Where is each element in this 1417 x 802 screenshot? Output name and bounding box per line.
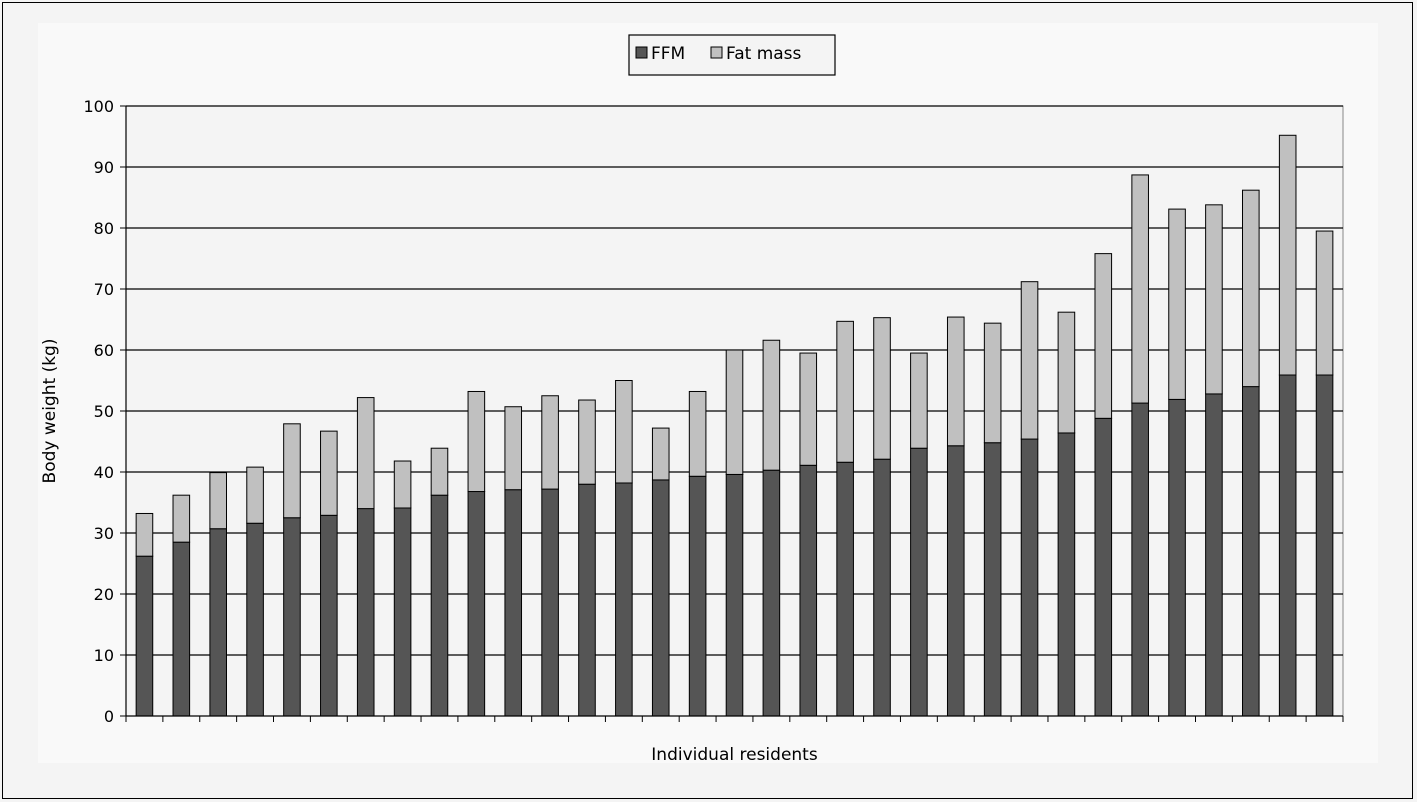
- bar-ffm: [1057, 432, 1076, 717]
- bar-fat-mass: [1205, 204, 1223, 395]
- bar-ffm: [1242, 386, 1260, 717]
- bar-fat-mass: [910, 352, 928, 449]
- bar-fat-mass: [430, 447, 449, 496]
- y-tick-labels: 0 10 20 30 40 50 60 70 80 90 100: [83, 97, 114, 726]
- bar-ffm: [135, 555, 154, 717]
- bar-ffm: [1131, 402, 1149, 717]
- bar-ffm: [172, 541, 191, 717]
- x-axis-label: Individual residents: [651, 745, 818, 765]
- bars: [135, 134, 1334, 717]
- bar-ffm: [651, 479, 670, 717]
- bar-fat-mass: [246, 466, 264, 524]
- legend-label-fat-mass: Fat mass: [726, 44, 802, 64]
- y-tick-label: 40: [94, 463, 114, 482]
- bar-fat-mass: [504, 406, 523, 491]
- bar-ffm: [356, 508, 375, 717]
- bar-ffm: [873, 458, 891, 717]
- y-tick-label: 30: [94, 524, 114, 543]
- bar-fat-mass: [1168, 208, 1186, 400]
- bar-fat-mass: [725, 349, 744, 475]
- bar-ffm: [910, 447, 928, 717]
- bar-ffm: [430, 494, 449, 717]
- bar-fat-mass: [320, 430, 338, 516]
- bar-fat-mass: [873, 317, 891, 460]
- bar-fat-mass: [135, 512, 154, 557]
- bar-fat-mass: [1131, 174, 1149, 404]
- bar-fat-mass: [172, 494, 191, 543]
- bar-ffm: [246, 522, 264, 717]
- bar-ffm: [1315, 374, 1334, 717]
- bar-fat-mass: [1315, 230, 1334, 376]
- y-tick-label: 100: [83, 97, 114, 116]
- y-tick-label: 10: [94, 646, 114, 665]
- bar-fat-mass: [983, 322, 1002, 444]
- bar-fat-mass: [1278, 134, 1297, 376]
- bar-ffm: [1205, 393, 1223, 717]
- y-tick-label: 20: [94, 585, 114, 604]
- y-tick-label: 60: [94, 341, 114, 360]
- bar-fat-mass: [1057, 311, 1076, 434]
- bar-ffm: [946, 445, 965, 717]
- bar-fat-mass: [762, 339, 781, 471]
- bar-ffm: [1020, 438, 1039, 717]
- bar-fat-mass: [393, 460, 412, 509]
- bar-ffm: [467, 491, 486, 717]
- bar-fat-mass: [467, 390, 486, 493]
- bar-ffm: [504, 489, 523, 717]
- y-tick-label: 0: [104, 707, 114, 726]
- bar-ffm: [688, 475, 707, 717]
- bar-fat-mass: [1242, 189, 1260, 388]
- bar-fat-mass: [946, 316, 965, 447]
- bar-fat-mass: [578, 399, 596, 485]
- bar-ffm: [393, 507, 412, 717]
- bar-fat-mass: [651, 427, 670, 481]
- bar-fat-mass: [836, 320, 854, 463]
- bar-ffm: [209, 528, 227, 717]
- bar-fat-mass: [1020, 281, 1039, 440]
- y-axis-label: Body weight (kg): [40, 339, 60, 484]
- bar-fat-mass: [283, 423, 301, 519]
- bar-ffm: [1168, 398, 1186, 717]
- legend: FFM Fat mass: [628, 34, 836, 76]
- bar-ffm: [1278, 374, 1297, 717]
- bar-ffm: [541, 488, 559, 717]
- bar-ffm: [836, 461, 854, 717]
- legend-label-ffm: FFM: [651, 44, 685, 64]
- bar-ffm: [320, 514, 338, 717]
- y-tick-label: 50: [94, 402, 114, 421]
- y-tick-label: 80: [94, 219, 114, 238]
- bar-ffm: [1094, 417, 1113, 717]
- bar-fat-mass: [356, 397, 375, 510]
- y-tick-label: 90: [94, 158, 114, 177]
- bar-ffm: [578, 483, 596, 717]
- bar-ffm: [615, 482, 633, 717]
- bar-ffm: [762, 469, 781, 717]
- bar-fat-mass: [688, 390, 707, 477]
- bar-ffm: [725, 473, 744, 717]
- bar-fat-mass: [615, 380, 633, 484]
- legend-swatch-ffm: [635, 46, 648, 59]
- bar-fat-mass: [541, 395, 559, 490]
- bar-ffm: [283, 517, 301, 717]
- bar-ffm: [799, 464, 818, 717]
- bar-ffm: [983, 442, 1002, 717]
- bar-fat-mass: [1094, 253, 1113, 419]
- y-tick-label: 70: [94, 280, 114, 299]
- legend-swatch-fat-mass: [710, 46, 723, 59]
- bar-fat-mass: [799, 352, 818, 466]
- legend-box: [628, 34, 836, 76]
- bar-fat-mass: [209, 472, 227, 530]
- axes: [120, 105, 1344, 722]
